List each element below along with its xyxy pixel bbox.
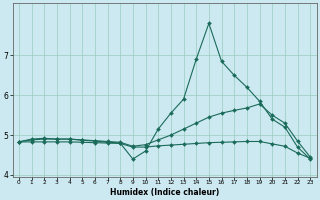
X-axis label: Humidex (Indice chaleur): Humidex (Indice chaleur) <box>110 188 219 197</box>
